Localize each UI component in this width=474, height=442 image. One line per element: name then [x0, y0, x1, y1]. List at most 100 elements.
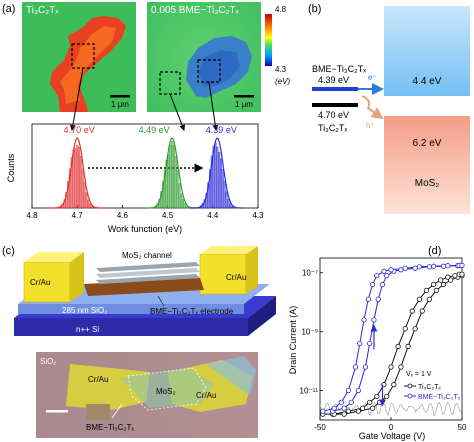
transfer-data-point [381, 268, 387, 274]
histogram-fit-curve [50, 137, 105, 209]
channel-label: MoS₂ channel [122, 251, 172, 260]
transfer-data-point [388, 267, 394, 273]
photo-crau-right-label: Cr/Au [196, 391, 216, 400]
histogram-bar [81, 168, 84, 209]
optical-micrograph [36, 352, 258, 438]
transfer-data-point [369, 405, 376, 411]
transfer-data-point [402, 326, 408, 332]
transfer-data-point [379, 281, 386, 288]
hole-arrow [361, 95, 384, 120]
transfer-data-point [341, 411, 347, 417]
histogram-bar [86, 199, 90, 209]
histogram-tick-label: 4.3 [252, 211, 264, 220]
transfer-y-tick-label: 10⁻¹¹ [300, 387, 319, 396]
histogram-series: 4.70 eV [50, 125, 105, 209]
transfer-data-point [430, 281, 437, 288]
histogram-bar [227, 198, 230, 209]
histogram-bar [219, 158, 222, 209]
panel-d-label: (d) [428, 245, 441, 257]
histogram-xlabel: Work function (eV) [108, 224, 182, 234]
contact-left-label: Cr/Au [30, 278, 50, 287]
transfer-data-point [320, 408, 326, 414]
transfer-data-point [374, 273, 380, 279]
legend-entry: BME−Ti₃C₂Tₓ [418, 394, 461, 401]
electron-label: e⁻ [368, 73, 377, 82]
series-ti3c2tx [320, 271, 465, 417]
transfer-data-point [369, 281, 376, 288]
transfer-data-point [398, 267, 404, 273]
histogram-bar [85, 192, 88, 209]
scalebar-left [110, 95, 130, 98]
transfer-data-point [423, 287, 430, 293]
transfer-data-point [362, 364, 369, 370]
transfer-data-point [367, 340, 373, 347]
histogram-tick-label: 4.8 [26, 211, 38, 220]
photo-bme-label: BME−Ti₃C₂Tₓ [86, 423, 134, 432]
photo-crau-left-label: Cr/Au [88, 375, 108, 384]
transfer-data-point [365, 296, 371, 302]
transfer-data-point [341, 405, 347, 411]
mos2-upper-value: 4.4 eV [413, 76, 442, 87]
histogram-bar [180, 193, 183, 209]
transfer-data-point [430, 263, 437, 269]
histogram-bar [230, 205, 233, 209]
ti-value: 4.70 eV [318, 110, 349, 120]
histogram-tick-label: 4.4 [207, 211, 219, 220]
transfer-data-point [440, 281, 447, 288]
substrate-label: n++ Si [76, 325, 99, 334]
transfer-data-point [445, 274, 451, 280]
histogram-bar [169, 144, 172, 209]
transfer-data-point [440, 263, 447, 269]
histogram-bar [172, 145, 175, 209]
scalebar-left-label: 1 μm [111, 100, 129, 109]
scalebar-right [234, 95, 254, 98]
histogram-bar [223, 181, 226, 209]
transfer-data-point [355, 408, 361, 414]
oxide-label: 285 nm SiO₂ [62, 306, 107, 315]
panel-c: (c) 285 nm SiO₂ n++ Si Cr/Au Cr/Au MoS₂ … [2, 245, 276, 438]
histogram-bar [181, 199, 185, 209]
mos2-conduction-band [384, 6, 470, 96]
transfer-data-point [367, 399, 373, 405]
photo-sio2-label: SiO₂ [40, 357, 56, 366]
histogram-tick-label: 4.7 [72, 211, 84, 220]
histogram-bar [216, 146, 219, 209]
histogram-bar [225, 191, 228, 209]
colorbar-bottom-label: 4.3 [275, 65, 287, 74]
map-left-title: Ti₃C₂Tₓ [26, 5, 59, 16]
histogram-bar [76, 145, 79, 209]
transfer-data-point [409, 308, 415, 314]
photo-mos2-label: MoS₂ [156, 387, 176, 396]
transfer-data-point [426, 264, 432, 270]
transfer-data-point [345, 387, 351, 394]
histogram-bar [72, 149, 75, 209]
transfer-data-point [355, 387, 361, 394]
bme-label: BME−Ti₃C₂Tₓ [312, 64, 366, 74]
transfer-curve-chart: (d) Drain Current (A) Gate Voltage (V) V… [288, 245, 467, 441]
electrode-label: BME−Ti₃C₂Tₓ electrode [150, 307, 234, 316]
histogram-bar [74, 148, 77, 209]
histogram-bar [228, 203, 232, 209]
transfer-data-point [384, 273, 390, 279]
transfer-data-point [345, 408, 351, 414]
histogram-bar [214, 142, 217, 209]
transfer-data-point [352, 364, 359, 370]
transfer-data-point [395, 343, 401, 349]
histogram-bar [174, 155, 177, 209]
histogram-bar [178, 183, 181, 209]
scalebar-right-label: 1 μm [235, 100, 253, 109]
contact-left [23, 261, 71, 303]
map-right-title: 0.005 BME−Ti₃C₂Tₓ [151, 5, 240, 16]
transfer-data-point [357, 340, 363, 347]
histogram-fit-curve [190, 137, 245, 209]
transfer-data-point [361, 317, 367, 323]
transfer-data-point [438, 277, 444, 283]
mos2-label: MoS₂ [415, 178, 440, 189]
transfer-data-point [419, 308, 425, 314]
transfer-ylabel: Drain Current (A) [288, 306, 298, 375]
transfer-data-point [412, 326, 418, 332]
histogram-bar [221, 169, 224, 209]
histogram-bar [77, 147, 81, 209]
transfer-data-point [445, 263, 451, 269]
